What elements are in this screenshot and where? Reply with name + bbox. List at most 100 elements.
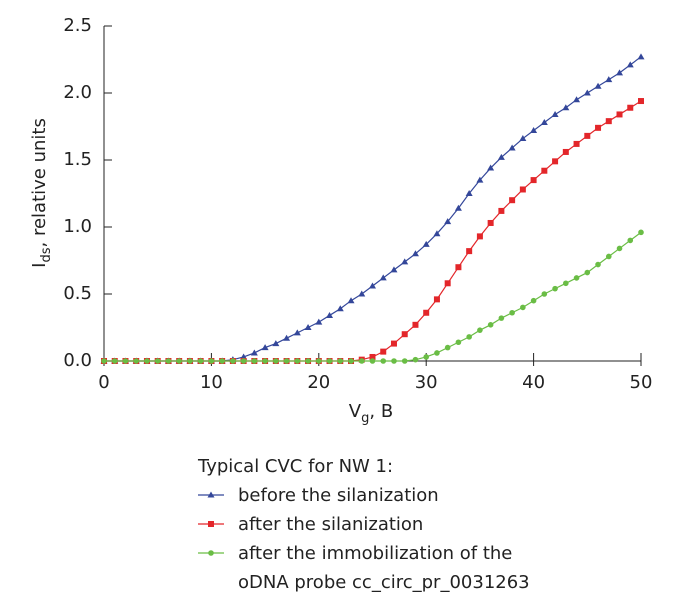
marker [390,340,397,347]
marker [584,132,591,139]
marker [551,110,559,117]
marker [305,358,311,364]
marker [315,318,323,325]
y-tick-label: 0.0 [63,350,92,371]
marker [508,144,516,151]
marker [519,186,526,193]
marker [348,358,354,364]
y-axis-label: Ids, relative units [29,118,54,268]
marker [337,358,344,364]
marker [605,118,612,125]
x-tick-label: 30 [415,372,438,393]
marker [251,358,258,364]
marker [187,358,193,364]
legend-swatch [198,491,224,498]
marker [638,229,644,236]
marker [637,53,645,60]
marker [498,315,505,321]
marker [219,358,225,364]
marker [133,358,140,364]
marker [208,550,214,556]
marker [336,305,344,312]
marker [433,230,441,237]
x-label-sub: g [361,411,369,426]
marker [111,358,118,364]
marker [466,334,472,340]
marker [240,358,247,364]
marker [326,358,333,364]
marker [487,219,494,226]
legend-label: before the silanization [238,485,439,506]
marker [616,69,624,76]
marker [390,266,398,273]
marker [595,124,602,131]
marker [347,297,355,304]
marker [261,344,269,351]
marker [552,285,558,292]
marker [627,104,634,111]
marker [530,297,537,304]
marker [434,350,440,356]
legend: Typical CVC for NW 1: before the silaniz… [198,452,568,597]
marker [476,176,484,183]
marker [444,344,451,351]
marker [509,309,515,316]
marker [379,274,387,281]
marker [304,324,312,330]
marker [283,358,290,364]
marker [122,358,129,364]
x-tick-label: 10 [200,372,223,393]
marker [476,233,483,240]
marker [358,358,365,364]
marker [626,61,634,68]
marker [208,358,215,364]
marker [401,258,409,265]
legend-swatch [198,550,224,556]
marker [509,197,516,204]
marker [230,358,236,364]
marker [573,275,580,281]
marker [412,356,419,363]
marker [563,280,569,287]
marker [573,96,581,103]
marker [465,190,473,196]
marker [240,353,248,360]
x-tick-label: 0 [98,372,109,393]
marker [294,358,301,364]
marker [293,329,301,336]
marker [262,358,268,364]
marker [207,491,215,498]
marker [573,140,580,147]
marker [250,349,258,356]
marker [165,358,172,364]
marker [423,309,430,316]
series-line [104,100,642,362]
marker [627,237,634,244]
marker [540,118,548,125]
marker [283,334,291,341]
marker [455,264,462,271]
y-label-sub: ds [39,247,54,262]
y-tick-label: 2.0 [63,82,92,103]
marker [444,218,452,225]
marker [369,358,376,364]
x-axis-label: Vg, B [349,401,393,426]
chart: Vg, B Ids, relative units 0.0 0.5 1.0 1.5 2.… [29,15,652,426]
marker [391,358,397,364]
x-label-main: V [349,401,362,422]
y-tick-label: 1.5 [63,149,92,170]
x-tick-label: 40 [522,372,545,393]
y-label-main: I [29,263,50,268]
marker [487,322,494,328]
marker [638,98,644,105]
marker [380,358,387,364]
y-label-rest: , relative units [29,118,50,247]
marker [594,82,602,89]
legend-item: before the silanization [198,481,568,510]
marker [369,282,376,289]
marker [316,358,322,364]
marker [358,290,366,297]
marker [380,348,387,355]
marker [401,331,408,338]
